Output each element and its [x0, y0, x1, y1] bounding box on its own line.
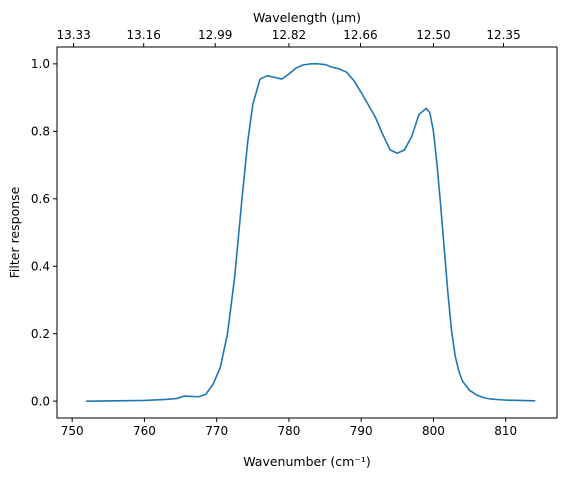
series-line [85, 63, 536, 402]
x-tick-label: 750 [61, 424, 84, 438]
x-tick-label: 760 [133, 424, 156, 438]
x-tick-label: 780 [277, 424, 300, 438]
plot-frame [56, 46, 558, 419]
x-tick-label: 800 [422, 424, 445, 438]
y-tick-label: 0.0 [31, 394, 50, 408]
top-tick-label: 13.33 [56, 28, 90, 42]
top-axis-label: Wavelength (μm) [253, 10, 361, 25]
y-axis-label: Filter response [7, 186, 22, 278]
top-tick-label: 12.82 [272, 28, 306, 42]
y-tick-label: 1.0 [31, 57, 50, 71]
x-tick-label: 770 [205, 424, 228, 438]
top-tick-label: 12.35 [486, 28, 520, 42]
y-tick-label: 0.8 [31, 125, 50, 139]
x-axis-top: 13.33 13.16 12.99 12.82 12.66 12.50 12.35 [56, 28, 521, 47]
top-tick-label: 12.99 [198, 28, 232, 42]
y-axis: 0.0 0.2 0.4 0.6 0.8 1.0 [31, 57, 57, 408]
x-tick-label: 810 [494, 424, 517, 438]
y-tick-label: 0.2 [31, 327, 50, 341]
top-tick-label: 12.66 [343, 28, 377, 42]
plot-area [85, 63, 536, 402]
top-tick-label: 12.50 [416, 28, 450, 42]
x-axis-bottom: 750 760 770 780 790 800 810 [61, 418, 517, 438]
x-tick-label: 790 [350, 424, 373, 438]
y-tick-label: 0.6 [31, 192, 50, 206]
top-tick-label: 13.16 [127, 28, 161, 42]
y-tick-label: 0.4 [31, 260, 50, 274]
x-axis-label: Wavenumber (cm⁻¹) [243, 454, 370, 469]
